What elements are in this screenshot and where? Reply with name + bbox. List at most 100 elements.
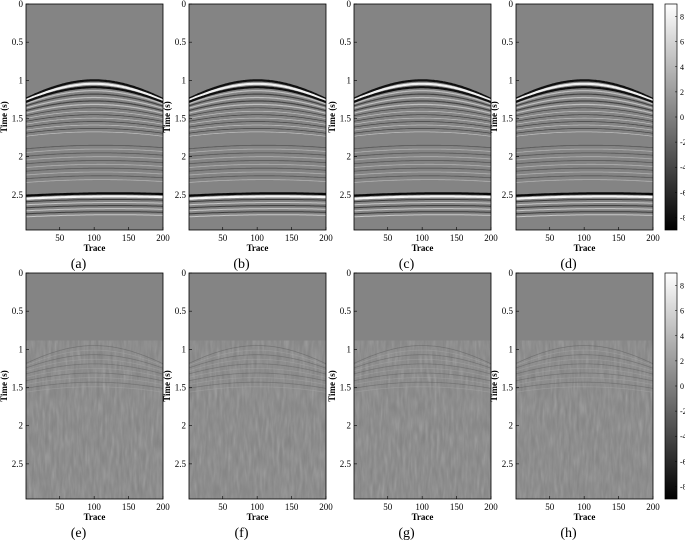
panel-e: 0 0.5 1 1.5 2 2.5 50 100 150 200 Trace Time (s) (e) [0,268,170,541]
residual-event [516,372,653,382]
residual-event [354,363,491,375]
seismic-event [516,103,653,114]
residual-event [354,368,491,378]
y-tick-label: 2 [182,152,187,162]
seismic-event [189,117,326,125]
y-tick-label: 2.5 [175,190,187,200]
seismic-event [26,148,163,153]
seismic-event [189,171,326,176]
seismic-event [189,100,326,112]
seismic-event [189,211,326,215]
seismic-event [189,96,326,109]
panel-caption: (f) [235,526,249,541]
seismic-event [516,93,653,107]
seismic-event [189,93,326,107]
seismic-event [26,179,163,183]
seismic-event [189,205,326,209]
seismic-event [516,86,653,104]
y-tick-label: 1 [347,75,352,85]
residual-event [189,345,326,365]
seismic-event [516,148,653,153]
x-tick-label: 100 [577,233,591,243]
seismic-event [354,163,491,168]
y-tick-label: 1 [182,344,187,354]
seismic-event [354,167,491,172]
x-axis-label: Trace [574,243,596,253]
seismic-event [516,211,653,215]
residual-event [354,354,491,369]
seismic-event [189,202,326,206]
seismic-event [354,93,491,107]
seismic-event [26,103,163,114]
y-tick-label: 0.5 [502,306,514,316]
y-tick-label: 0 [182,268,187,278]
residual-event [354,377,491,385]
seismic-event [26,199,163,203]
seismic-image-background [516,4,653,230]
y-tick-label: 2.5 [340,459,352,469]
axes-frame [515,3,654,231]
seismic-event [354,124,491,131]
seismic-event [26,144,163,150]
seismic-event [26,160,163,165]
seismic-event [26,192,163,197]
seismic-event [516,160,653,165]
residual-event [189,354,326,369]
seismic-event [516,192,653,197]
x-tick-label: 150 [612,233,626,243]
residual-event [516,358,653,372]
axes-frame [353,272,492,500]
x-axis-label: Trace [574,512,596,522]
seismic-event [26,93,163,107]
seismic-event [26,86,163,104]
seismic-event [354,192,491,197]
seismic-event [516,152,653,157]
x-tick-label: 100 [415,502,429,512]
panel-caption: (d) [560,257,577,272]
residual-event [516,363,653,375]
seismic-event [516,79,653,101]
x-tick-label: 200 [319,502,333,512]
residual-event [354,386,491,393]
seismic-event [516,175,653,180]
colorbar-tick-label: 0 [680,382,684,391]
residual-event [189,377,326,385]
axes-frame [188,272,327,500]
residual-event [26,381,163,389]
seismic-event [26,152,163,157]
seismic-event [516,131,653,137]
seismic-event [516,110,653,119]
y-axis-label: Time (s) [162,370,172,402]
seismic-event [189,163,326,168]
residual-noise [189,340,326,499]
seismic-image-background [26,4,163,230]
axes-frame [25,3,164,231]
x-axis-label: Trace [84,512,106,522]
residual-event [189,386,326,393]
seismic-event [516,208,653,212]
residual-event [189,368,326,378]
y-tick-label: 0.5 [12,306,24,316]
seismic-event [26,163,163,168]
residual-event [516,381,653,389]
residual-event [189,381,326,389]
seismic-event [26,82,163,102]
residual-noise [354,340,491,499]
x-tick-label: 100 [87,233,101,243]
seismic-event [354,117,491,125]
seismic-event [189,144,326,150]
residual-event [516,386,653,393]
seismic-event [516,202,653,206]
colorbar: 8 6 4 2 0 -2 -4 -6 -8 [664,3,685,231]
y-axis-label: Time (s) [489,370,499,402]
panel-caption: (g) [398,526,415,541]
y-tick-label: 2 [182,421,187,431]
seismic-event [516,100,653,112]
x-tick-label: 50 [545,233,555,243]
x-tick-label: 100 [250,502,264,512]
panel-f: 0 0.5 1 1.5 2 2.5 50 100 150 200 Trace Time (s) (f) [162,268,333,541]
seismic-event [516,179,653,183]
axes-frame [353,3,492,231]
seismic-event [26,96,163,109]
colorbar-tick-label: -4 [680,163,685,172]
